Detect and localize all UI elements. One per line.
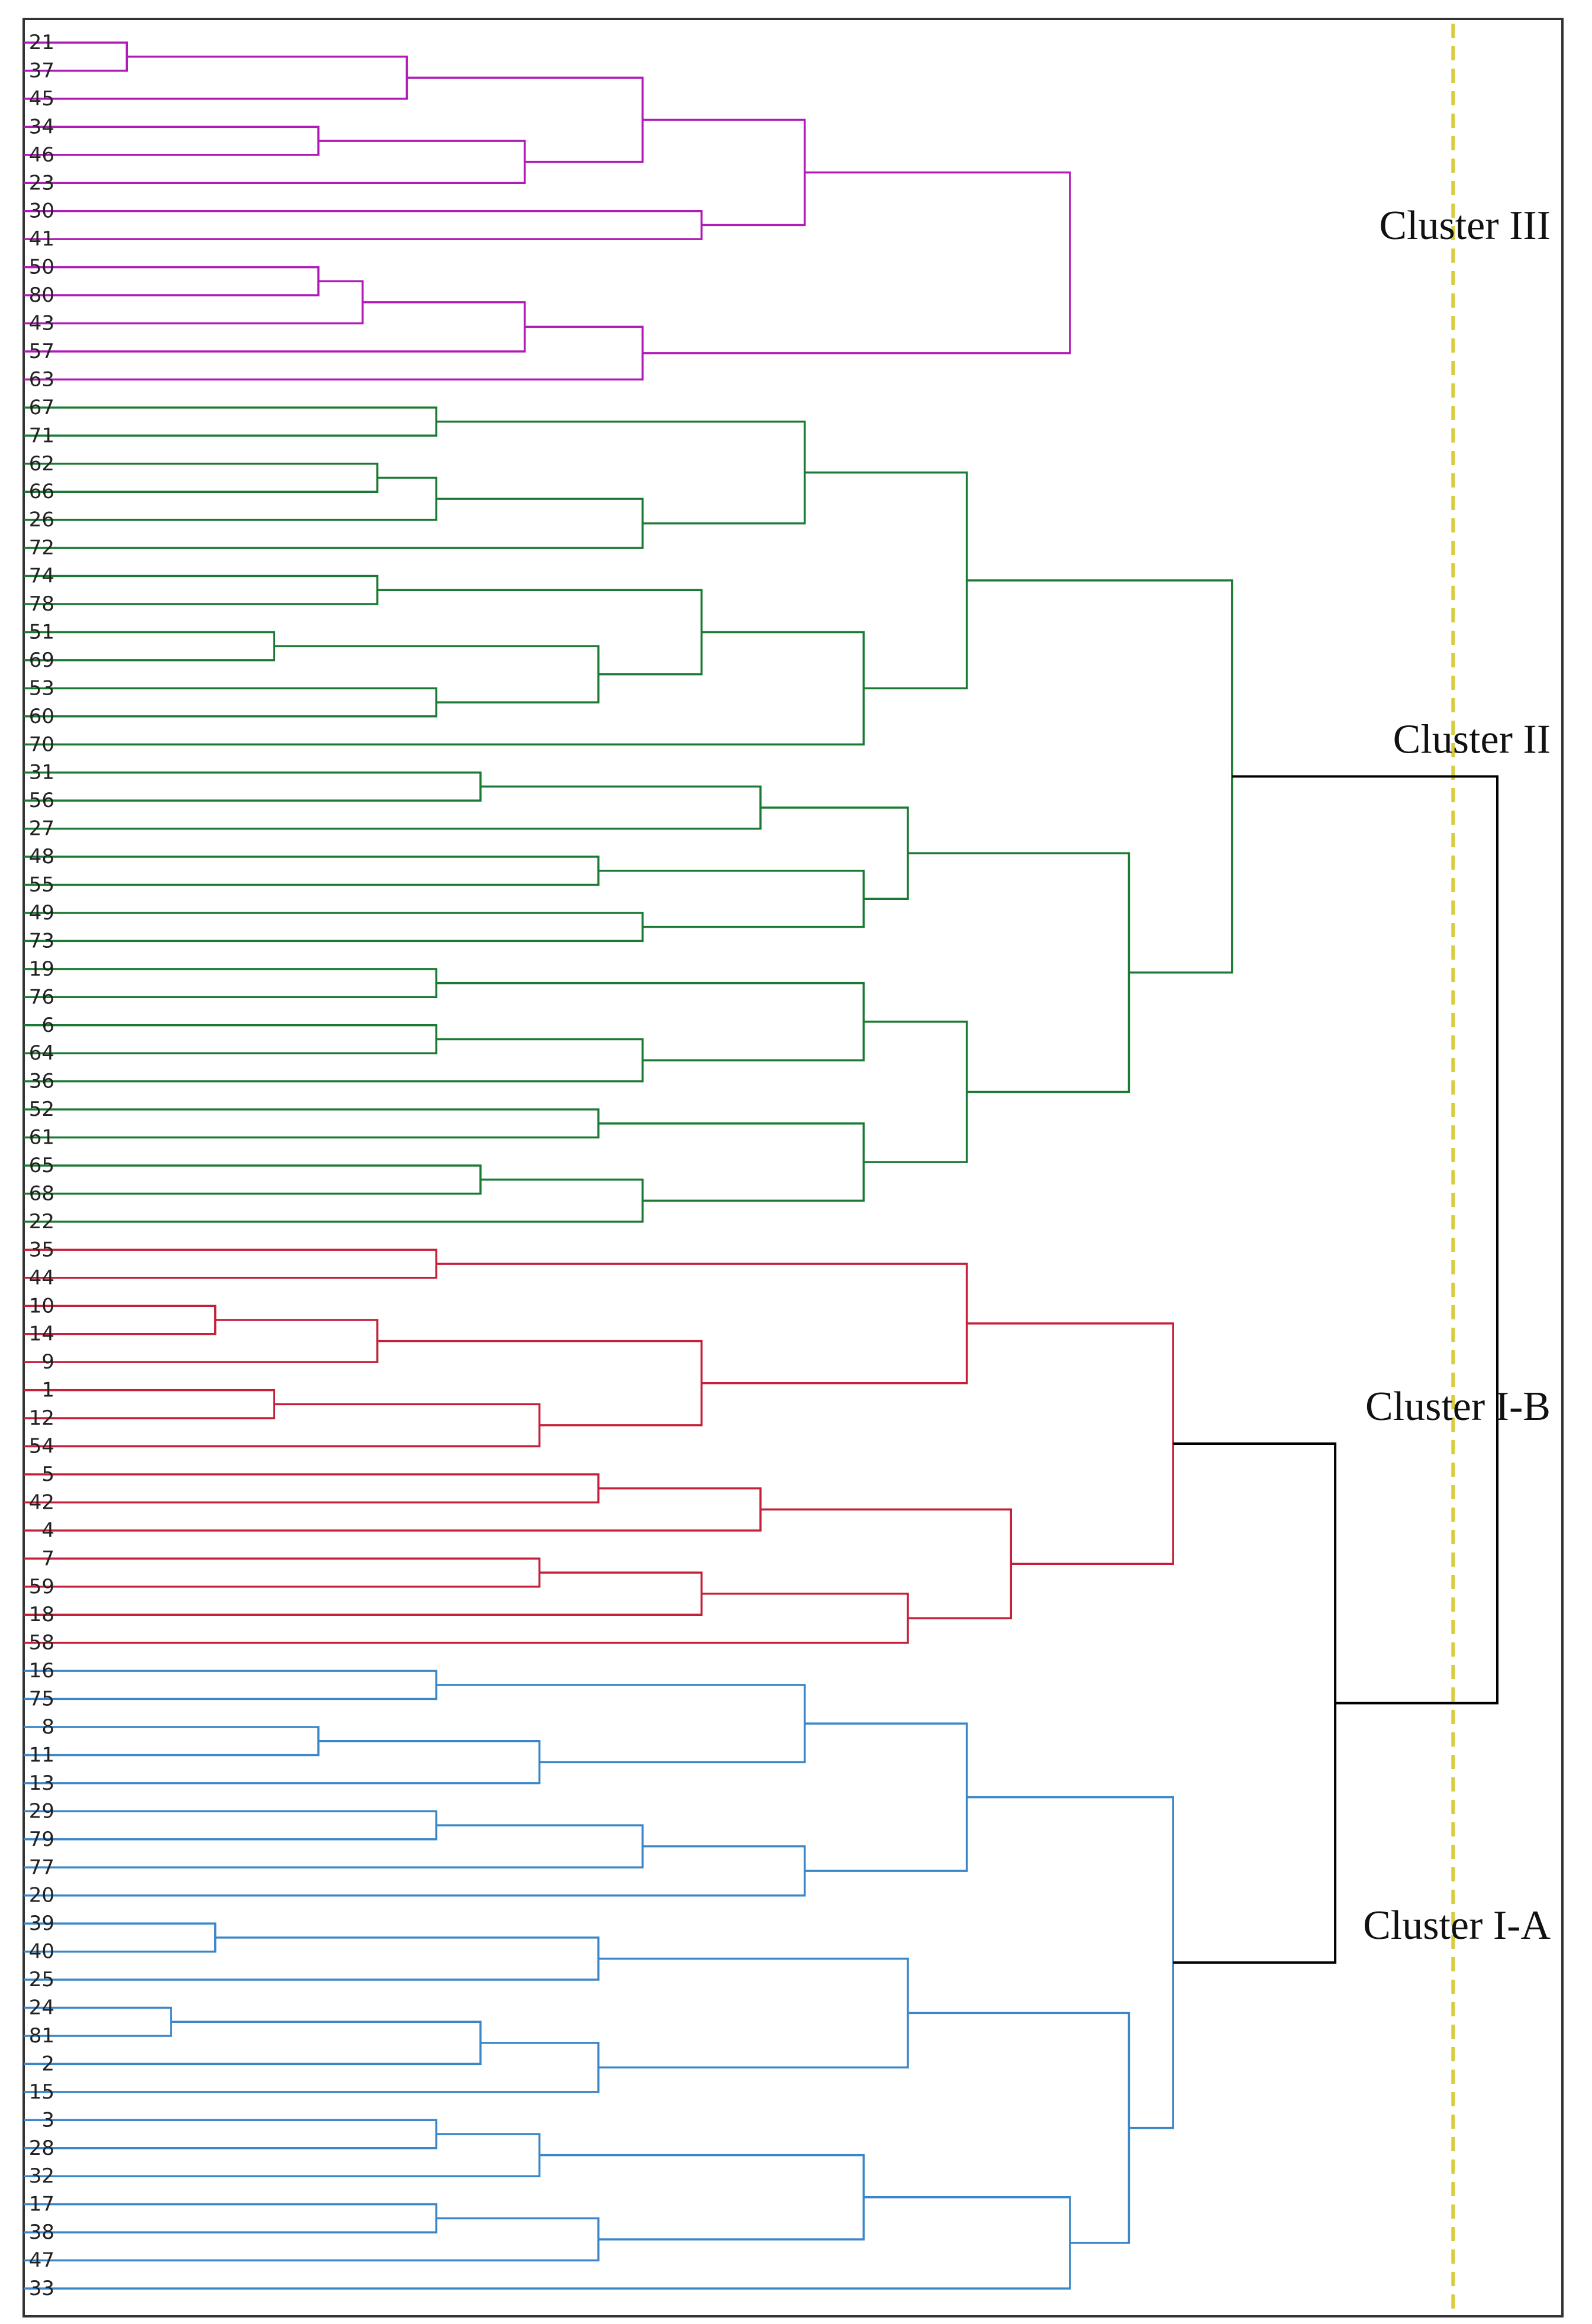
leaf-label-8: 8 — [41, 1715, 54, 1739]
leaf-label-42: 42 — [29, 1490, 54, 1514]
leaf-label-25: 25 — [29, 1968, 54, 1991]
cluster-label-1: Cluster II — [1393, 716, 1551, 762]
leaf-label-45: 45 — [29, 87, 54, 111]
leaf-label-33: 33 — [29, 2277, 54, 2300]
leaf-label-60: 60 — [29, 705, 54, 728]
leaf-label-40: 40 — [29, 1940, 54, 1964]
leaf-label-32: 32 — [29, 2164, 54, 2188]
leaf-label-52: 52 — [29, 1098, 54, 1121]
leaf-label-80: 80 — [29, 283, 54, 307]
leaf-label-22: 22 — [29, 1210, 54, 1234]
leaf-label-59: 59 — [29, 1575, 54, 1599]
leaf-label-72: 72 — [29, 536, 54, 560]
leaf-label-57: 57 — [29, 340, 54, 363]
cluster-label-2: Cluster I-B — [1365, 1384, 1551, 1429]
leaf-label-49: 49 — [29, 901, 54, 925]
leaf-label-7: 7 — [41, 1547, 54, 1570]
leaf-label-78: 78 — [29, 592, 54, 616]
leaf-label-10: 10 — [29, 1294, 54, 1318]
leaf-label-79: 79 — [29, 1828, 54, 1851]
leaf-label-43: 43 — [29, 312, 54, 335]
leaf-label-71: 71 — [29, 424, 54, 447]
leaf-label-23: 23 — [29, 171, 54, 195]
leaf-label-21: 21 — [29, 31, 54, 54]
leaf-label-62: 62 — [29, 452, 54, 476]
cluster-labels: Cluster III Cluster II Cluster I-B Cluster … — [1363, 203, 1551, 1948]
leaf-label-1: 1 — [41, 1379, 54, 1402]
leaf-label-35: 35 — [29, 1238, 54, 1261]
link-a12 — [642, 171, 1071, 354]
leaf-label-56: 56 — [29, 789, 54, 812]
leaf-label-11: 11 — [29, 1743, 54, 1767]
leaf-label-81: 81 — [29, 2024, 54, 2048]
leaf-label-65: 65 — [29, 1154, 54, 1177]
leaf-label-26: 26 — [29, 508, 54, 532]
leaf-label-76: 76 — [29, 985, 54, 1009]
leaf-label-29: 29 — [29, 1799, 54, 1823]
cluster-label-3: Cluster I-A — [1363, 1903, 1551, 1948]
leaf-label-50: 50 — [29, 256, 54, 279]
leaf-label-15: 15 — [29, 2080, 54, 2104]
leaf-label-75: 75 — [29, 1687, 54, 1711]
leaf-label-2: 2 — [41, 2052, 54, 2076]
leaf-label-48: 48 — [29, 845, 54, 869]
leaf-label-44: 44 — [29, 1266, 54, 1290]
leaf-label-19: 19 — [29, 957, 54, 981]
leaf-label-69: 69 — [29, 648, 54, 672]
leaf-label-28: 28 — [29, 2136, 54, 2160]
leaf-label-6: 6 — [41, 1013, 54, 1037]
leaf-label-34: 34 — [29, 115, 54, 138]
leaf-label-18: 18 — [29, 1603, 54, 1626]
leaf-label-58: 58 — [29, 1631, 54, 1655]
leaf-label-5: 5 — [41, 1463, 54, 1486]
leaf-label-67: 67 — [29, 396, 54, 419]
link-k2 — [1232, 775, 1498, 1705]
leaf-labels: 2137453446233041508043576367716266267274… — [29, 31, 54, 2300]
dendrogram-links — [24, 41, 1498, 2290]
leaf-label-38: 38 — [29, 2220, 54, 2244]
leaf-label-74: 74 — [29, 564, 54, 588]
leaf-label-41: 41 — [29, 227, 54, 251]
leaf-label-64: 64 — [29, 1041, 54, 1065]
leaf-label-53: 53 — [29, 676, 54, 700]
leaf-label-20: 20 — [29, 1884, 54, 1907]
leaf-label-77: 77 — [29, 1855, 54, 1879]
leaf-label-63: 63 — [29, 367, 54, 391]
leaf-label-27: 27 — [29, 817, 54, 841]
leaf-label-24: 24 — [29, 1996, 54, 2020]
leaf-label-51: 51 — [29, 620, 54, 644]
leaf-label-3: 3 — [41, 2108, 54, 2132]
cluster-label-0: Cluster III — [1379, 203, 1551, 248]
leaf-label-39: 39 — [29, 1912, 54, 1935]
leaf-label-66: 66 — [29, 480, 54, 503]
leaf-label-30: 30 — [29, 199, 54, 223]
leaf-label-61: 61 — [29, 1126, 54, 1150]
leaf-label-12: 12 — [29, 1406, 54, 1430]
leaf-label-68: 68 — [29, 1182, 54, 1205]
leaf-label-16: 16 — [29, 1659, 54, 1683]
leaf-label-4: 4 — [41, 1519, 54, 1542]
leaf-label-54: 54 — [29, 1435, 54, 1458]
leaf-label-14: 14 — [29, 1322, 54, 1346]
leaf-label-9: 9 — [41, 1350, 54, 1374]
leaf-label-55: 55 — [29, 873, 54, 897]
leaf-label-13: 13 — [29, 1771, 54, 1795]
leaf-label-36: 36 — [29, 1070, 54, 1093]
leaf-label-37: 37 — [29, 59, 54, 82]
leaf-label-47: 47 — [29, 2249, 54, 2273]
leaf-label-31: 31 — [29, 761, 54, 785]
leaf-label-17: 17 — [29, 2193, 54, 2216]
plot-frame — [22, 18, 1564, 2317]
leaf-label-46: 46 — [29, 143, 54, 167]
leaf-label-70: 70 — [29, 732, 54, 756]
leaf-label-73: 73 — [29, 929, 54, 953]
